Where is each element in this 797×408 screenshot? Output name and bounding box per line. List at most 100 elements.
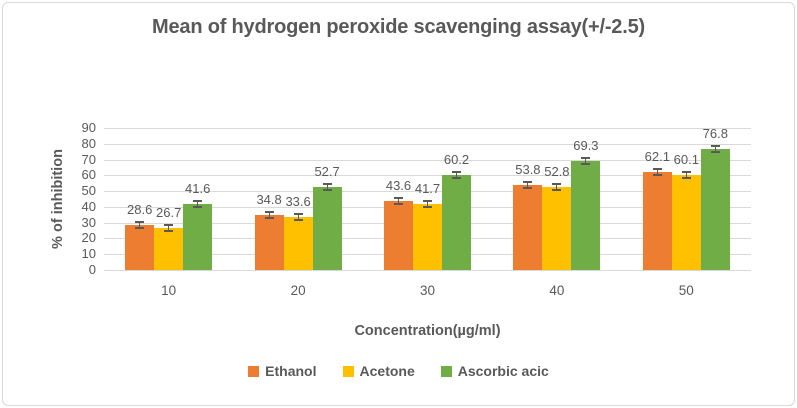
bar-chart: Mean of hydrogen peroxide scavenging ass… bbox=[3, 3, 794, 405]
x-axis-tick-label: 40 bbox=[549, 283, 565, 298]
data-label: 26.7 bbox=[156, 204, 182, 220]
gridline bbox=[104, 191, 751, 193]
y-axis-tick-label: 10 bbox=[81, 246, 96, 262]
data-label: 62.1 bbox=[644, 149, 670, 165]
bar-acetone bbox=[542, 186, 572, 270]
bar-ascorbic-acic bbox=[571, 160, 601, 270]
bar-acetone bbox=[671, 175, 701, 270]
error-bar bbox=[710, 144, 720, 153]
error-bar-stem bbox=[268, 211, 270, 219]
y-axis-tick-label: 40 bbox=[81, 198, 96, 214]
legend-item-ethanol: Ethanol bbox=[248, 363, 317, 379]
data-label: 60.2 bbox=[443, 152, 470, 168]
error-bar bbox=[523, 181, 533, 190]
legend-label: Ascorbic acic bbox=[457, 363, 549, 379]
data-label: 52.8 bbox=[544, 163, 570, 179]
y-axis-tick-label: 30 bbox=[81, 214, 96, 230]
error-bar bbox=[164, 223, 174, 232]
legend-label: Ethanol bbox=[265, 363, 317, 379]
legend-item-acetone: Acetone bbox=[342, 363, 415, 379]
data-label: 33.6 bbox=[285, 194, 311, 209]
bar-ethanol bbox=[513, 185, 543, 270]
legend-swatch bbox=[440, 365, 452, 377]
bar-ascorbic-acic bbox=[700, 148, 730, 270]
data-label: 69.3 bbox=[573, 137, 599, 153]
error-bar-cap bbox=[523, 187, 533, 190]
data-label: 76.8 bbox=[702, 125, 728, 141]
error-bar-cap bbox=[193, 206, 203, 209]
bar-ethanol bbox=[125, 224, 155, 270]
data-label: 28.6 bbox=[127, 201, 153, 217]
error-bar-stem bbox=[398, 197, 399, 206]
legend-swatch bbox=[342, 365, 354, 377]
error-bar bbox=[293, 213, 303, 221]
gridline bbox=[104, 159, 751, 161]
y-axis-tick-label: 90 bbox=[81, 120, 96, 135]
x-axis-title: Concentration(µg/ml) bbox=[354, 323, 501, 339]
data-label: 43.6 bbox=[385, 178, 412, 194]
data-label: 41.7 bbox=[414, 181, 441, 197]
error-bar-cap bbox=[264, 216, 274, 219]
y-axis-tick-label: 0 bbox=[88, 262, 96, 277]
error-bar bbox=[652, 168, 662, 176]
error-bar bbox=[264, 211, 274, 219]
error-bar-cap bbox=[423, 206, 432, 209]
legend-swatch bbox=[248, 365, 260, 377]
error-bar-stem bbox=[456, 171, 457, 179]
bar-acetone bbox=[283, 217, 313, 270]
error-bar-stem bbox=[685, 171, 687, 180]
error-bar-stem bbox=[527, 181, 529, 190]
x-axis-tick-label: 20 bbox=[290, 283, 306, 298]
x-axis-tick-label: 10 bbox=[161, 283, 177, 298]
data-label: 41.6 bbox=[185, 181, 211, 197]
error-bar bbox=[423, 200, 432, 209]
error-bar bbox=[681, 171, 691, 180]
error-bar-cap bbox=[164, 229, 174, 232]
error-bar-stem bbox=[168, 223, 170, 232]
gridline bbox=[104, 128, 751, 129]
error-bar bbox=[135, 220, 145, 229]
x-axis-tick-label: 50 bbox=[678, 283, 694, 298]
error-bar-stem bbox=[197, 200, 199, 209]
error-bar-cap bbox=[293, 218, 303, 221]
bar-acetone bbox=[154, 227, 184, 270]
bar-ascorbic-acic bbox=[312, 186, 342, 270]
error-bar-cap bbox=[581, 162, 591, 165]
error-bar-stem bbox=[427, 200, 428, 209]
chart-title: Mean of hydrogen peroxide scavenging ass… bbox=[152, 16, 645, 38]
error-bar-stem bbox=[326, 182, 328, 191]
x-axis-tick-label: 30 bbox=[419, 283, 436, 298]
bar-ascorbic-acic bbox=[442, 175, 471, 270]
y-axis-tick-label: 80 bbox=[81, 135, 96, 151]
legend: Ethanol Acetone Ascorbic acic bbox=[3, 363, 794, 379]
y-axis-tick-label: 50 bbox=[81, 183, 96, 199]
legend-label: Acetone bbox=[359, 363, 415, 379]
error-bar-cap bbox=[552, 188, 562, 191]
error-bar-cap bbox=[135, 226, 145, 229]
bar-ethanol bbox=[384, 201, 413, 270]
error-bar bbox=[322, 182, 332, 191]
data-label: 34.8 bbox=[256, 192, 282, 208]
error-bar-cap bbox=[681, 177, 691, 180]
error-bar-stem bbox=[556, 182, 558, 191]
error-bar-cap bbox=[452, 176, 461, 179]
error-bar-cap bbox=[652, 173, 662, 176]
error-bar-stem bbox=[297, 213, 299, 221]
error-bar-stem bbox=[139, 220, 141, 229]
gridline bbox=[104, 143, 751, 145]
error-bar bbox=[452, 171, 461, 179]
bar-acetone bbox=[413, 204, 442, 270]
error-bar-stem bbox=[656, 168, 658, 176]
error-bar-cap bbox=[394, 203, 403, 206]
bar-ethanol bbox=[642, 172, 672, 270]
error-bar bbox=[552, 182, 562, 191]
error-bar-stem bbox=[585, 156, 587, 165]
y-axis-tick-label: 60 bbox=[81, 167, 96, 183]
y-axis-tick-label: 20 bbox=[81, 230, 96, 246]
data-label: 60.1 bbox=[673, 152, 699, 168]
data-label: 53.8 bbox=[515, 162, 541, 178]
error-bar-cap bbox=[710, 150, 720, 153]
error-bar bbox=[394, 197, 403, 206]
error-bar-cap bbox=[322, 188, 332, 191]
